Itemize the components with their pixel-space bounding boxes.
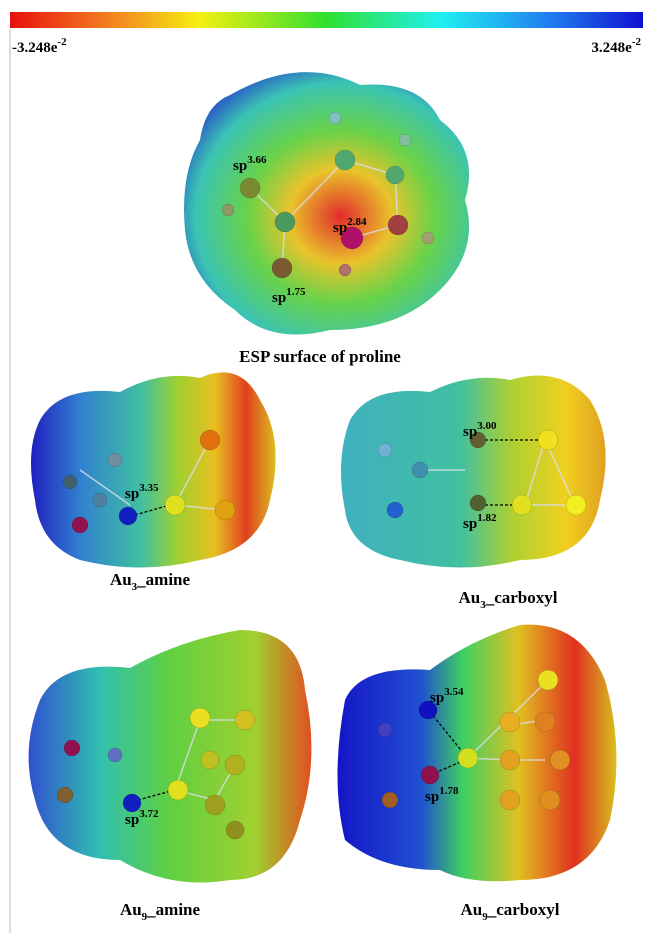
caption: Au9_amine — [120, 900, 201, 923]
color-bar — [10, 12, 643, 28]
au3-amine-surface — [31, 372, 276, 567]
colorbar-min: -3.248e-2 — [12, 36, 67, 56]
au9-carboxyl-surface — [338, 625, 617, 882]
caption: Au3_carboxyl — [458, 588, 557, 611]
au3-carboxyl-surface — [341, 376, 606, 568]
figure: -3.248e-2 3.248e-2 sp3.66 sp2.84 sp1.75 … — [0, 0, 645, 933]
colorbar-max: 3.248e-2 — [591, 36, 641, 56]
caption: Au9_carboxyl — [460, 900, 559, 923]
au9-amine-surface — [29, 630, 312, 883]
page: {"colorbar": {"min": {"base": "-3.248e",… — [0, 0, 645, 933]
caption: ESP surface of proline — [239, 347, 401, 366]
caption: Au3_amine — [110, 570, 191, 593]
proline-surface — [184, 72, 469, 334]
